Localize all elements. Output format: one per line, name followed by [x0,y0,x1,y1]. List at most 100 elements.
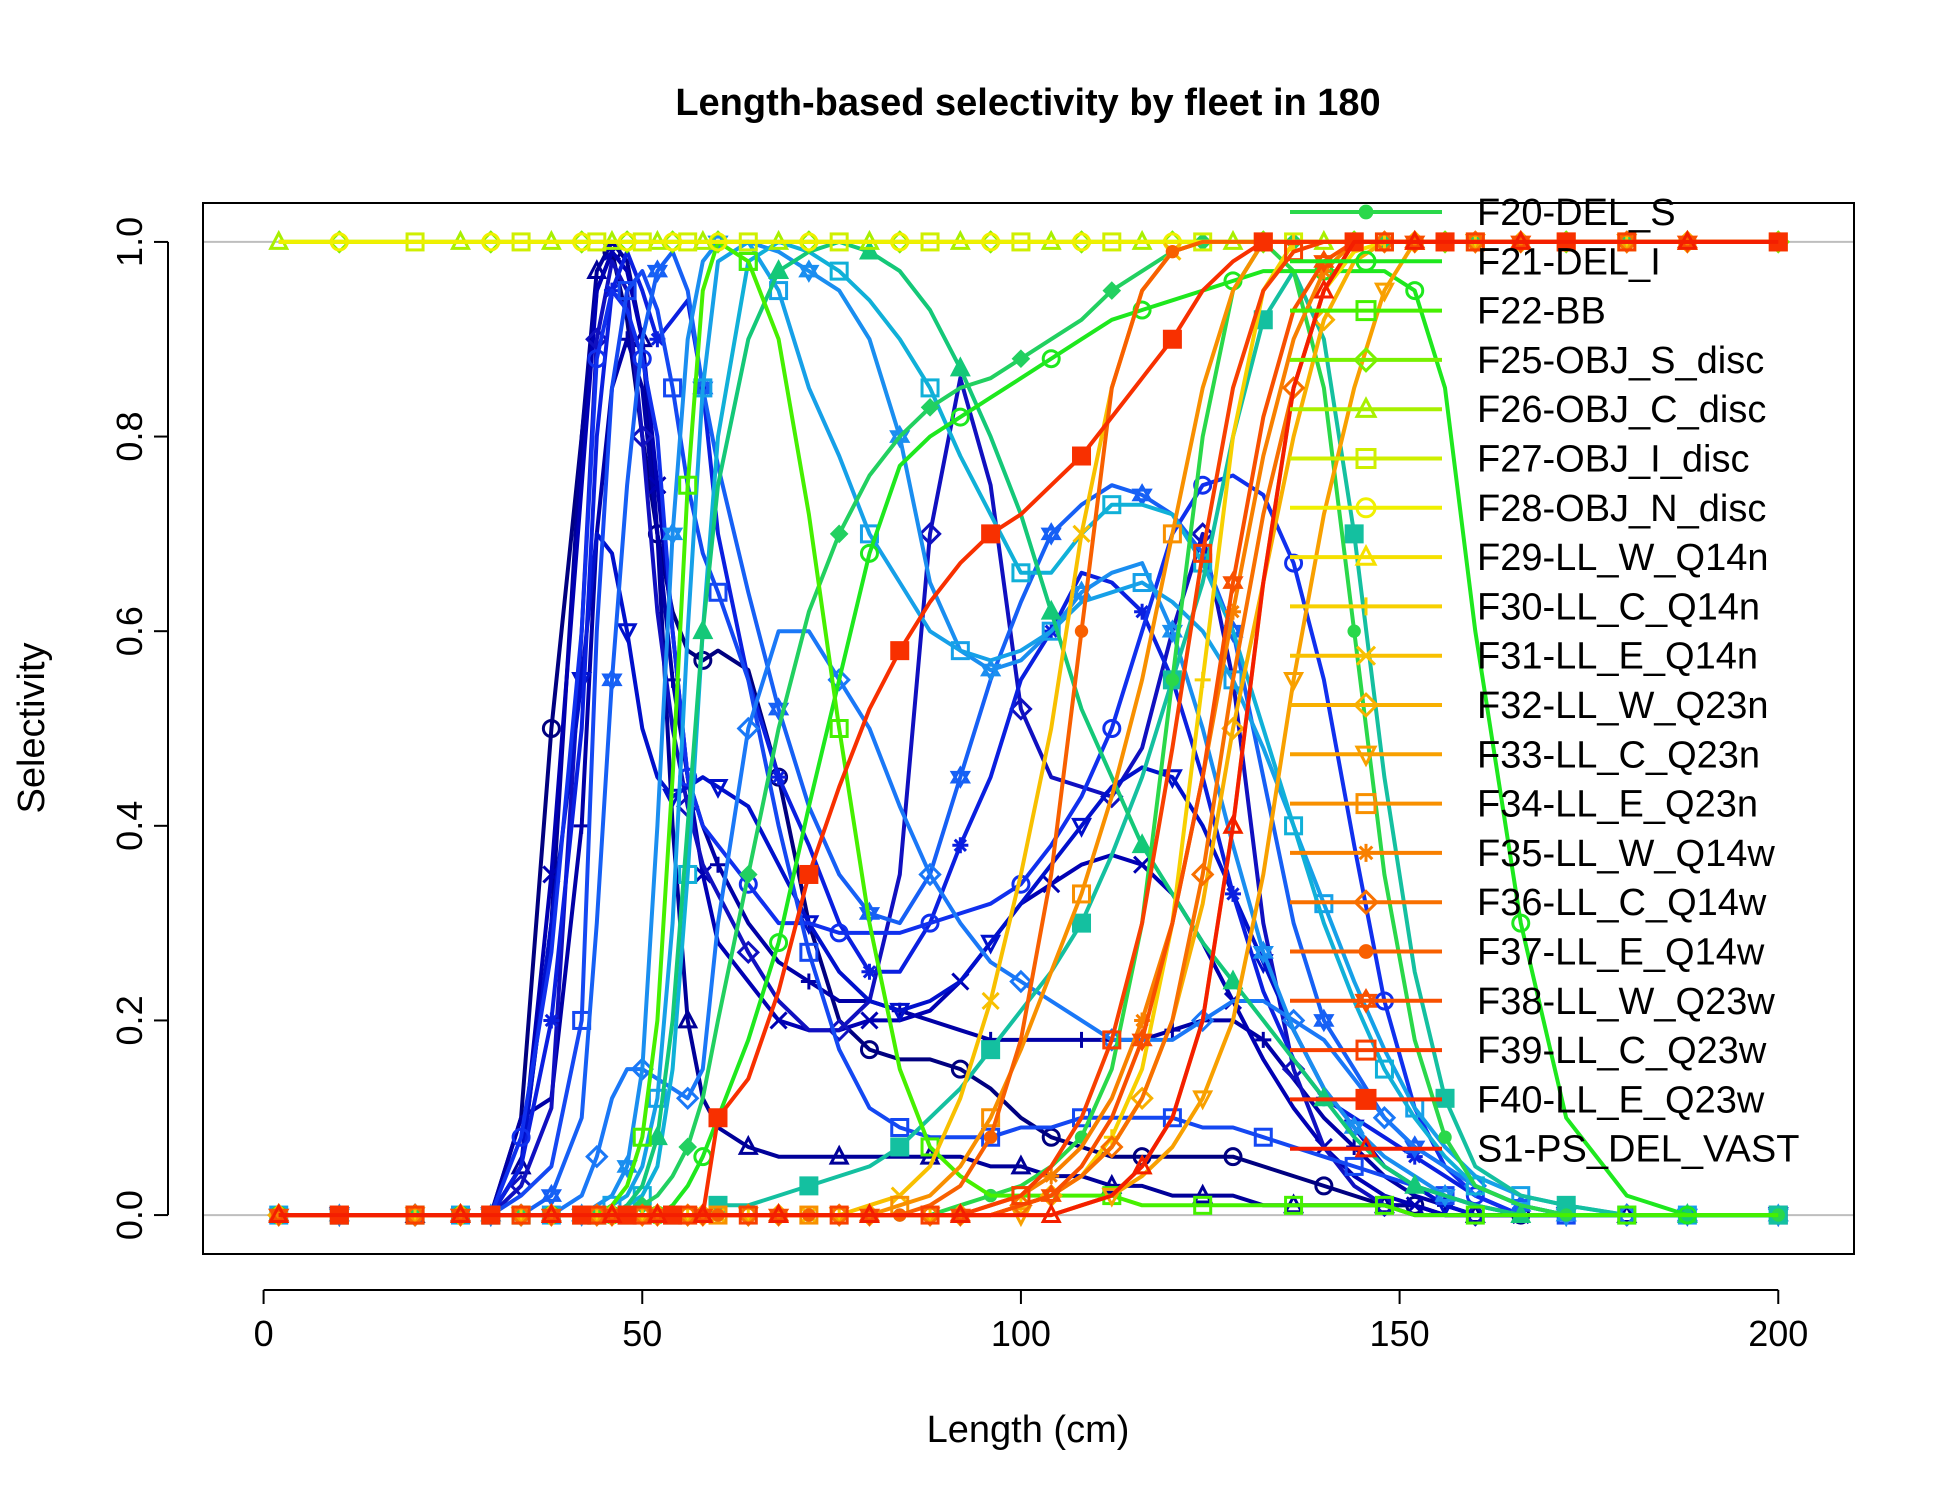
series-15-point-24 [949,356,971,377]
legend-entry-3: F25-OBJ_S_disc [1290,340,1764,382]
series-31-point-17 [736,1203,761,1227]
series-35-point-25 [981,524,1001,544]
series-6-point-33 [1224,885,1241,902]
series-5-point-16 [707,778,729,799]
series-13-point-41 [1465,1176,1485,1196]
series-12-point-30 [1132,573,1152,593]
series-16-point-26 [1011,349,1031,369]
legend-label-18: F40-LL_E_Q23w [1477,1079,1765,1121]
series-8-point-34 [1253,1127,1273,1147]
series-14-point-25 [981,1040,1001,1060]
legend-label-10: F32-LL_W_Q23n [1477,685,1769,727]
series-18-point-27 [1041,349,1061,369]
series-2-point-7 [573,817,590,834]
series-1-point-26 [1010,1154,1032,1175]
series-9-point-36 [1313,1008,1335,1033]
series-15-point-15 [692,619,714,640]
legend-label-7: F29-LL_W_Q14n [1477,537,1769,579]
legend-marker-14 [1353,889,1379,916]
series-36-point-12 [646,1203,668,1223]
legend-label-15: F37-LL_E_Q14w [1477,932,1765,974]
series-14-point-19 [799,1176,819,1196]
series-6-point-18 [770,769,787,786]
series-34-point-29 [1102,1030,1122,1050]
legend-label-13: F35-LL_W_Q14w [1477,833,1775,875]
series-13-point-26 [1011,563,1031,583]
series-19-point-44 [1617,1205,1637,1225]
series-26-point-22 [890,1186,909,1205]
legend: F20-DEL_S F21-DEL_I F22-BB F25-OBJ_S_disc F2… [1290,192,1799,1171]
series-5-point-22 [889,1002,911,1023]
series-36-point-24 [949,1203,971,1223]
series-15-point-30 [1131,833,1153,854]
series-19-point-17 [738,251,758,271]
series-1-point-14 [677,1008,699,1029]
series-2-point-28 [1073,1031,1090,1048]
y-axis-label: Selectivity [11,642,53,813]
series-31-point-23 [918,1203,942,1227]
plot-frame [202,202,1855,1255]
series-17-point-37 [1347,624,1361,638]
series-3-point-15 [693,865,712,884]
legend-marker-16 [1354,987,1378,1014]
series-19-point-38 [1374,1195,1394,1215]
x-tick-label-4: 200 [1748,1313,1808,1354]
legend-marker-2 [1355,300,1377,322]
series-14-point-28 [1072,913,1092,933]
series-1-point-5 [510,1154,532,1175]
series-16-point-20 [829,524,849,544]
series-35-point-22 [890,641,910,661]
series-10-point-32 [1190,1008,1215,1033]
series-16-point-17 [738,865,758,884]
series-line-3 [278,249,1779,1218]
series-36-point-3 [450,1203,471,1223]
series-34-point-32 [1193,543,1213,563]
series-19-point-35 [1284,1195,1304,1215]
legend-label-14: F36-LL_C_Q14w [1477,882,1767,924]
x-tick-label-3: 150 [1370,1313,1430,1354]
series-8-point-13 [663,378,683,398]
series-7-point-29 [1102,719,1122,738]
series-9-point-6 [540,1183,562,1208]
series-line-7 [278,288,1779,1218]
series-12-point-12 [647,1088,667,1108]
legend-label-4: F26-OBJ_C_disc [1477,389,1766,431]
series-32-point-31 [1165,244,1180,259]
legend-entry-7: F29-LL_W_Q14n [1290,537,1769,579]
series-35-point-16 [708,1108,728,1128]
series-31-point-20 [827,1203,851,1227]
series-23-point-19 [799,232,819,252]
series-5-point-28 [1071,817,1092,838]
series-0-point-21 [859,1040,879,1060]
series-0-point-6 [541,719,561,738]
series-16-point-29 [1102,281,1122,300]
legend-marker-12 [1355,793,1377,815]
series-31-point-5 [509,1203,533,1227]
y-tick-label-3: 0.6 [109,606,150,656]
legend-entry-18: F40-LL_E_Q23w [1290,1079,1765,1121]
legend-label-3: F25-OBJ_S_disc [1477,340,1764,382]
series-19-point-32 [1193,1195,1213,1215]
series-28-point-38 [1373,282,1395,303]
legend-label-5: F27-OBJ_I_disc [1477,439,1749,481]
series-9-point-24 [949,765,971,789]
legend-label-1: F21-DEL_I [1477,241,1661,283]
series-1-point-8 [586,259,608,280]
y-tick-label-0: 0.0 [109,1190,150,1240]
series-12-point-24 [950,641,970,661]
series-36-point-42 [1510,229,1532,250]
series-36-point-9 [601,1203,623,1223]
series-10-point-41 [1463,1174,1488,1198]
series-36-point-15 [692,1203,714,1223]
legend-entry-14: F36-LL_C_Q14w [1290,882,1767,924]
series-23-point-28 [1072,232,1092,252]
series-line-10 [278,629,1779,1218]
series-7-point-35 [1284,553,1304,573]
series-23-point-10 [617,232,637,252]
series-15-point-33 [1222,969,1244,990]
series-36-point-33 [1222,813,1244,834]
series-36-point-21 [858,1203,880,1223]
series-9-point-9 [601,668,623,692]
series-19-point-41 [1465,1205,1485,1225]
